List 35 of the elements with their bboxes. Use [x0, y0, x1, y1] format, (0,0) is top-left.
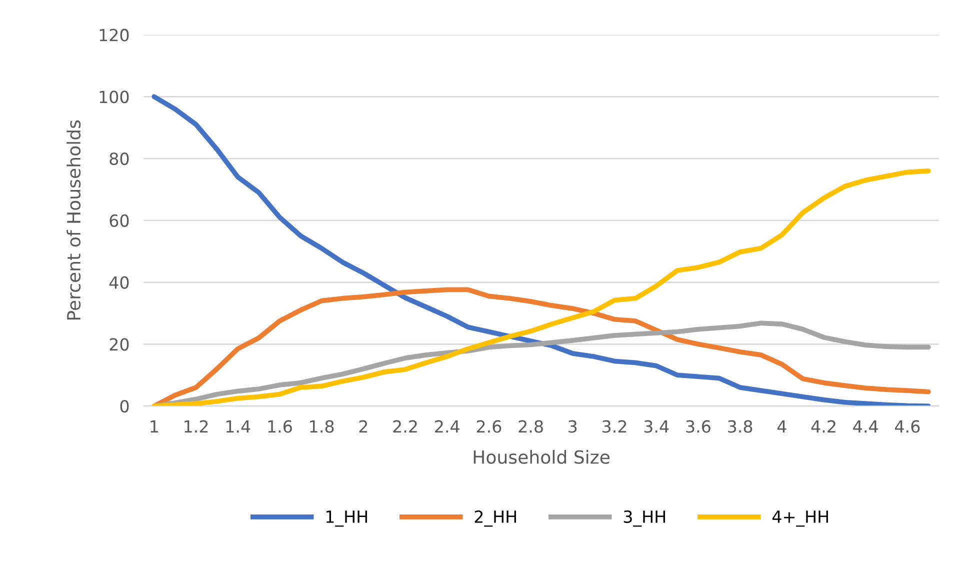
x-tick-label: 3.2 [602, 420, 626, 433]
x-tick-label: 2.8 [518, 420, 543, 433]
x-tick-label: 3.4 [644, 420, 669, 433]
y-tick-label: 20 [110, 338, 129, 351]
y-axis-title: Percent of Households [66, 120, 81, 320]
x-tick-label: 2.4 [435, 420, 460, 433]
legend-label: 4+_HH [772, 510, 828, 527]
x-tick-label: 2.6 [476, 420, 502, 433]
y-tick-label: 60 [110, 214, 129, 227]
y-tick-label: 0 [120, 400, 129, 413]
x-axis-title: Household Size [474, 450, 610, 464]
y-tick-label: 120 [100, 28, 129, 42]
x-tick-label: 4.2 [811, 420, 836, 433]
x-tick-label: 2 [359, 420, 368, 433]
x-tick-label: 1.8 [310, 420, 334, 433]
x-tick-label: 4.4 [853, 420, 878, 433]
y-tick-label: 80 [110, 152, 129, 166]
x-tick-label: 4.6 [895, 420, 920, 433]
legend-label: 3_HH [624, 510, 665, 527]
x-tick-label: 3.6 [686, 420, 710, 433]
x-tick-label: 1.6 [268, 420, 292, 433]
line-series [152, 287, 931, 406]
x-tick-label: 3.8 [728, 420, 752, 433]
legend-label: 1_HH [326, 510, 367, 527]
y-tick-label: 40 [109, 276, 129, 289]
x-tick-label: 1.4 [226, 420, 250, 433]
x-tick-label: 1.2 [184, 420, 208, 433]
y-tick-label: 100 [100, 90, 129, 104]
legend-label: 2_HH [474, 510, 516, 527]
x-tick-label: 3 [568, 420, 577, 433]
x-tick-label: 2.2 [393, 420, 417, 433]
x-tick-label: 1 [150, 420, 158, 433]
line-series [152, 94, 931, 406]
x-tick-label: 4 [777, 420, 786, 433]
line-series [152, 168, 931, 406]
